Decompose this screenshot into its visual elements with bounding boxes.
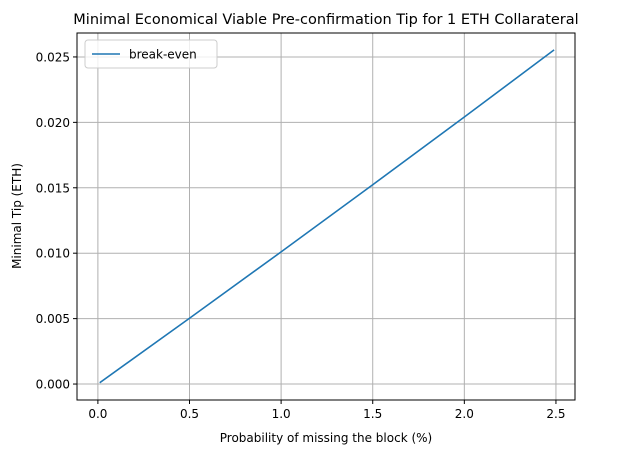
y-tick-label: 0.005	[36, 312, 70, 326]
series-layer	[99, 49, 555, 384]
legend-label: break-even	[129, 48, 197, 62]
x-tick-label: 0.0	[88, 407, 107, 421]
y-tick-label: 0.025	[36, 50, 70, 64]
x-axis-label: Probability of missing the block (%)	[220, 431, 432, 445]
x-tick-label: 1.5	[363, 407, 382, 421]
y-tick-label: 0.000	[36, 378, 70, 392]
x-tick-label: 2.5	[546, 407, 565, 421]
legend-box	[84, 39, 218, 69]
y-axis-label: Minimal Tip (ETH)	[10, 163, 24, 269]
chart-title: Minimal Economical Viable Pre-confirmati…	[73, 12, 578, 28]
legend: break-even	[84, 39, 218, 69]
plot-frame	[76, 32, 576, 401]
x-tick-label: 2.0	[455, 407, 474, 421]
ticks: 0.0 0.5 1.0 1.5 2.0 2.5 0.000 0.005 0.010 0.015 0.…	[36, 50, 566, 421]
x-tick-label: 0.5	[180, 407, 199, 421]
y-tick-label: 0.010	[36, 247, 70, 261]
x-tick-label: 1.0	[272, 407, 291, 421]
series-line-break-even	[99, 49, 555, 384]
grid	[77, 33, 575, 400]
y-tick-label: 0.020	[36, 116, 70, 130]
y-tick-label: 0.015	[36, 181, 70, 195]
